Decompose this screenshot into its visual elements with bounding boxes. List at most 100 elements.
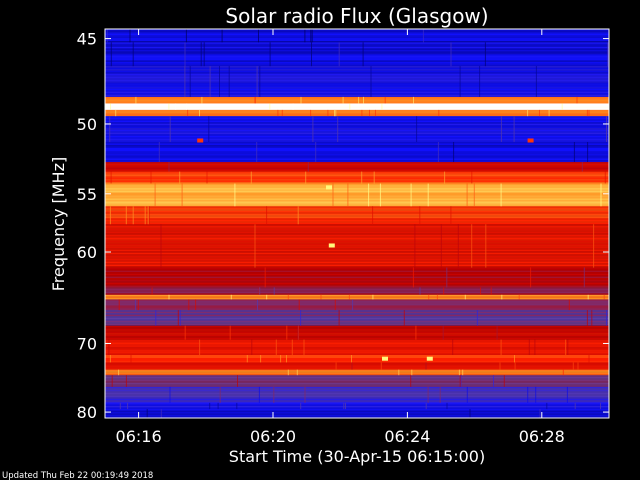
streak <box>189 66 191 97</box>
band-row <box>105 216 609 219</box>
streak <box>352 299 354 311</box>
band-row <box>105 264 609 267</box>
streak <box>187 109 189 117</box>
streak <box>440 224 442 268</box>
band-row <box>105 76 609 79</box>
band-row <box>105 376 609 379</box>
streak <box>587 142 589 162</box>
streak <box>228 66 230 97</box>
band-row <box>105 225 609 228</box>
band-row <box>105 85 609 88</box>
band-row <box>105 279 609 282</box>
band-row <box>105 104 609 107</box>
streak <box>260 355 262 363</box>
streak <box>347 183 349 207</box>
streak <box>137 299 139 311</box>
band-row <box>105 33 609 36</box>
band-row <box>105 120 609 123</box>
band-row <box>105 166 609 169</box>
band-row <box>105 215 609 217</box>
band-row <box>105 331 609 334</box>
band-row <box>105 351 609 354</box>
band-row <box>105 328 609 331</box>
band-row <box>105 356 609 359</box>
spectral-band <box>105 339 609 356</box>
band-row <box>105 336 609 338</box>
streak <box>574 402 576 410</box>
spectral-band <box>105 386 609 403</box>
band-row <box>105 69 609 71</box>
spectral-band <box>105 294 609 300</box>
streak <box>361 171 363 184</box>
band-row <box>105 402 609 405</box>
band-row <box>105 359 609 362</box>
streak <box>457 224 459 268</box>
streak <box>298 299 300 311</box>
band-row <box>105 36 609 39</box>
streak <box>513 116 515 142</box>
band-row <box>105 153 609 156</box>
streak <box>304 29 306 43</box>
streak <box>280 355 282 363</box>
streak <box>438 109 440 117</box>
streak <box>573 142 575 162</box>
band-row <box>105 327 609 329</box>
streak <box>568 299 570 311</box>
band-row <box>105 126 609 129</box>
band-row <box>105 353 609 355</box>
streak <box>490 287 492 295</box>
streak <box>221 29 223 43</box>
streak <box>305 171 307 184</box>
band-row <box>105 164 609 167</box>
band-row <box>105 281 609 283</box>
streak <box>535 66 537 97</box>
spectral-band <box>105 29 609 43</box>
streak <box>160 409 162 418</box>
band-row <box>105 196 609 199</box>
streak <box>150 171 152 184</box>
spectral-band <box>105 375 609 387</box>
streak <box>527 109 529 117</box>
band-row <box>105 209 609 211</box>
band-row <box>105 146 609 149</box>
streak <box>593 224 595 268</box>
band-row <box>105 57 609 59</box>
band-row <box>105 246 609 249</box>
streak <box>591 310 593 326</box>
band-row <box>105 158 609 161</box>
streak <box>462 369 464 376</box>
band-row <box>105 369 609 372</box>
band-row <box>105 169 609 172</box>
band-row <box>105 193 609 196</box>
band-row <box>105 173 609 175</box>
band-row <box>105 117 609 120</box>
band-row <box>105 228 609 231</box>
band-row <box>105 313 609 315</box>
band-row <box>105 261 609 264</box>
streak <box>132 42 134 67</box>
spectral-band <box>105 287 609 295</box>
spectral-band <box>105 206 609 225</box>
streak <box>110 42 112 67</box>
streak <box>259 66 261 97</box>
band-row <box>105 287 609 289</box>
band-row <box>105 273 609 276</box>
band-row <box>105 239 609 241</box>
band-row <box>105 394 609 396</box>
streak <box>169 116 171 142</box>
band-row <box>105 187 609 190</box>
streak <box>277 109 279 117</box>
streak <box>398 369 400 376</box>
band-row <box>105 150 609 153</box>
streak <box>115 109 117 117</box>
streak <box>416 116 418 142</box>
spectral-band <box>105 103 609 110</box>
streak <box>291 339 293 355</box>
band-row <box>105 248 609 250</box>
band-row <box>105 237 609 240</box>
x-tick-label: 06:24 <box>384 427 430 446</box>
streak <box>535 386 537 403</box>
streak <box>539 109 540 117</box>
band-row <box>105 266 609 268</box>
streak <box>500 339 502 355</box>
